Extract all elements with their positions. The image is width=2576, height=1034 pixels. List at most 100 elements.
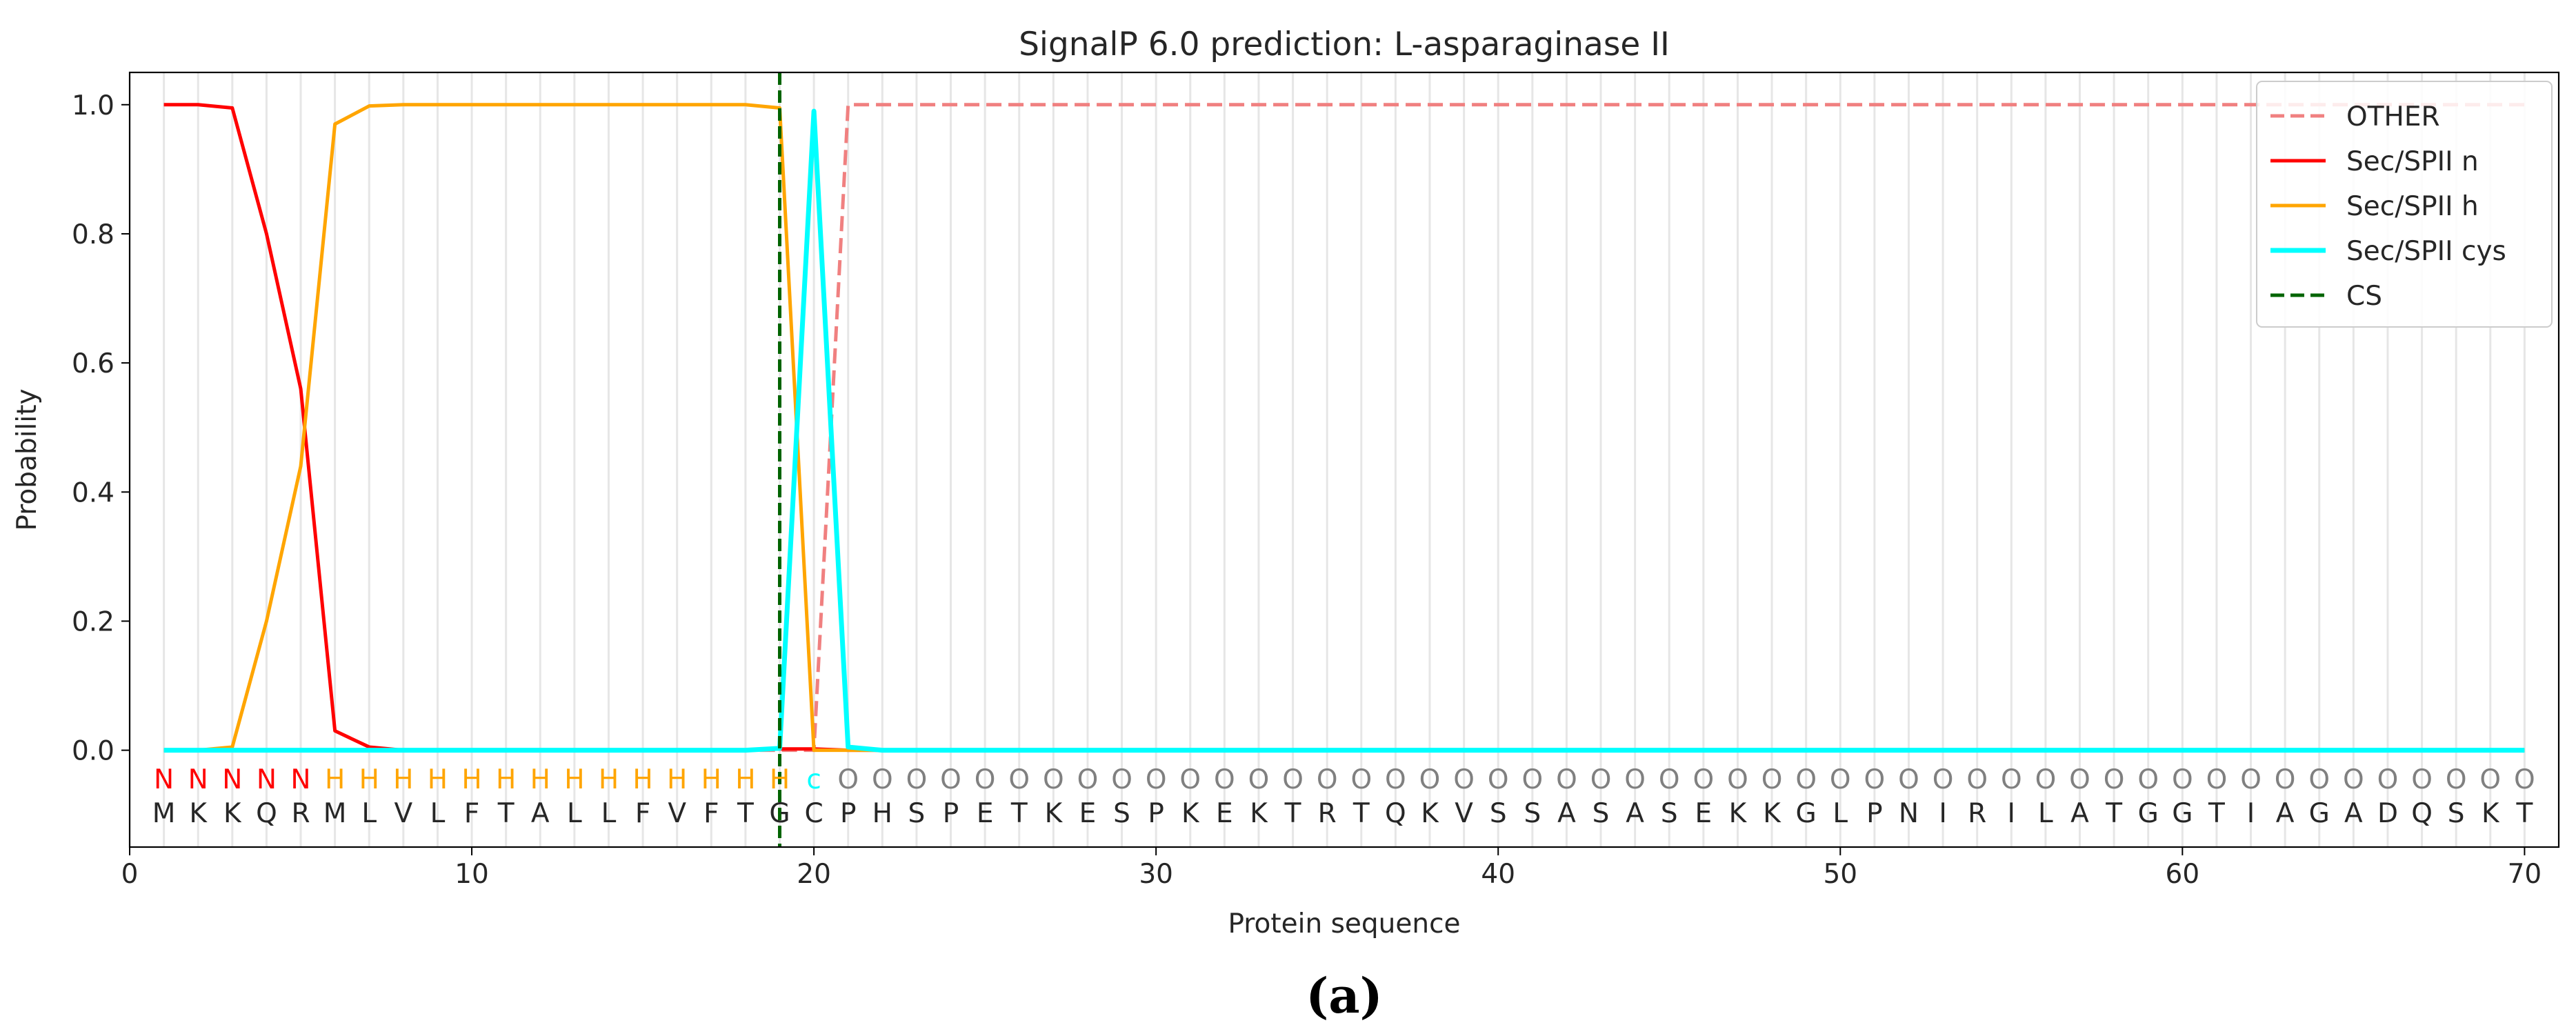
amino-acid-label: T: [2208, 798, 2225, 829]
amino-acid-label: K: [223, 798, 242, 829]
x-axis-label: Protein sequence: [1228, 908, 1460, 939]
region-label: O: [1111, 764, 1132, 795]
legend-box: [2256, 81, 2553, 328]
amino-acid-label: G: [2138, 798, 2159, 829]
region-label: O: [1419, 764, 1441, 795]
amino-acid-label: N: [1899, 798, 1919, 829]
amino-acid-label: P: [943, 798, 959, 829]
region-label: O: [1008, 764, 1030, 795]
amino-acid-label: I: [2247, 798, 2255, 829]
amino-acid-label: F: [635, 798, 650, 829]
region-label: H: [496, 764, 516, 795]
region-label: O: [2137, 764, 2159, 795]
series-sec-spii-h: [163, 103, 2525, 753]
amino-acid-label: P: [1866, 798, 1883, 829]
region-label: O: [2001, 764, 2022, 795]
amino-acid-label: S: [1524, 798, 1541, 829]
sequence-annotation: NMNKNKNQNRHMHLHVHLHFHTHAHLHLHFHVHFHTHGcC…: [152, 764, 2535, 829]
region-label: O: [1179, 764, 1201, 795]
axis-ticks: 0 10 20 30 40 50 60 70 0.0 0.2 0.4 0.6 0.8 1.0: [72, 90, 2542, 890]
plot-lines: [163, 72, 2525, 847]
axes-frame: [128, 71, 2560, 848]
x-tick-label: 70: [2508, 859, 2542, 890]
amino-acid-label: K: [2482, 798, 2500, 829]
amino-acid-label: S: [908, 798, 926, 829]
region-label: O: [2240, 764, 2262, 795]
chart-title: SignalP 6.0 prediction: L-asparaginase I…: [1019, 26, 1670, 63]
region-label: N: [257, 764, 277, 795]
legend-other-label: OTHER: [2346, 101, 2440, 132]
region-label: O: [1385, 764, 1406, 795]
y-tick-label: 0.8: [72, 219, 114, 250]
y-tick-label: 1.0: [72, 90, 114, 121]
amino-acid-label: S: [1592, 798, 1610, 829]
amino-acid-label: E: [977, 798, 994, 829]
region-label: N: [290, 764, 310, 795]
amino-acid-label: T: [497, 798, 515, 829]
amino-acid-label: S: [2448, 798, 2465, 829]
region-label: O: [1317, 764, 1338, 795]
region-label: O: [1248, 764, 1270, 795]
amino-acid-label: G: [2309, 798, 2330, 829]
amino-acid-label: Q: [1385, 798, 1406, 829]
amino-acid-label: S: [1661, 798, 1678, 829]
region-label: O: [2069, 764, 2090, 795]
region-label: O: [2479, 764, 2501, 795]
amino-acid-label: K: [189, 798, 208, 829]
region-label: O: [2206, 764, 2228, 795]
region-label: H: [770, 764, 790, 795]
amino-acid-label: V: [395, 798, 413, 829]
legend-cs-label: CS: [2346, 281, 2382, 312]
amino-acid-label: I: [2008, 798, 2016, 829]
amino-acid-label: T: [1284, 798, 1301, 829]
region-label: N: [222, 764, 242, 795]
region-label: O: [1077, 764, 1099, 795]
amino-acid-label: H: [872, 798, 892, 829]
amino-acid-label: T: [2515, 798, 2533, 829]
region-label: O: [2104, 764, 2125, 795]
figure-caption: (a): [1306, 967, 1383, 1024]
region-label: H: [325, 764, 345, 795]
amino-acid-label: C: [804, 798, 823, 829]
amino-acid-label: S: [1490, 798, 1507, 829]
amino-acid-label: D: [2377, 798, 2398, 829]
region-label: H: [735, 764, 755, 795]
series-other: [163, 103, 2525, 753]
amino-acid-label: K: [1421, 798, 1439, 829]
amino-acid-label: G: [769, 798, 790, 829]
region-label: O: [1659, 764, 1680, 795]
amino-acid-label: A: [1626, 798, 1644, 829]
amino-acid-label: P: [1148, 798, 1164, 829]
region-label: c: [806, 764, 821, 795]
region-label: O: [906, 764, 928, 795]
amino-acid-label: K: [1181, 798, 1200, 829]
amino-acid-label: K: [1250, 798, 1268, 829]
legend-sec-spii-cys-label: Sec/SPII cys: [2346, 236, 2506, 267]
region-label: O: [1898, 764, 1919, 795]
region-label: O: [1488, 764, 1509, 795]
region-label: O: [2377, 764, 2399, 795]
amino-acid-label: R: [291, 798, 310, 829]
amino-acid-label: Q: [2411, 798, 2433, 829]
region-label: O: [2514, 764, 2535, 795]
y-tick-label: 0.4: [72, 477, 114, 508]
region-label: N: [188, 764, 208, 795]
amino-acid-label: I: [1939, 798, 1947, 829]
amino-acid-label: A: [1557, 798, 1576, 829]
region-label: O: [2446, 764, 2467, 795]
amino-acid-label: R: [1968, 798, 1986, 829]
region-label: O: [2172, 764, 2193, 795]
region-label: O: [1214, 764, 1235, 795]
amino-acid-label: T: [1010, 798, 1028, 829]
region-label: O: [872, 764, 893, 795]
amino-acid-label: T: [2105, 798, 2122, 829]
amino-acid-label: F: [464, 798, 479, 829]
region-label: H: [393, 764, 413, 795]
region-label: O: [1966, 764, 1988, 795]
region-label: O: [1795, 764, 1817, 795]
region-label: O: [837, 764, 859, 795]
amino-acid-label: F: [703, 798, 719, 829]
amino-acid-label: L: [567, 798, 582, 829]
region-label: O: [1727, 764, 1748, 795]
amino-acid-label: L: [601, 798, 617, 829]
